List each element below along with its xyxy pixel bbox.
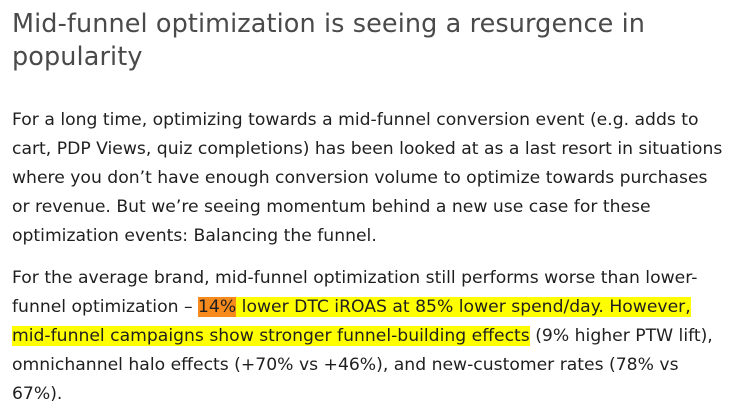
highlighted-stat-14-percent: 14% bbox=[198, 297, 237, 317]
article: Mid-funnel optimization is seeing a resu… bbox=[12, 0, 730, 409]
paragraph-tail-text: (9% higher PTW lift), omnichannel halo e… bbox=[12, 326, 713, 404]
paragraph-lead-text: For the average brand, mid-funnel optimi… bbox=[12, 268, 698, 317]
performance-paragraph: For the average brand, mid-funnel optimi… bbox=[12, 264, 730, 409]
intro-paragraph: For a long time, optimizing towards a mi… bbox=[12, 110, 723, 246]
section-heading: Mid-funnel optimization is seeing a resu… bbox=[12, 9, 646, 72]
